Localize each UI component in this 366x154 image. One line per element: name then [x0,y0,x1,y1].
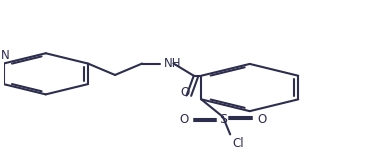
Text: O: O [257,113,266,126]
Text: O: O [179,113,188,126]
Text: S: S [219,113,227,126]
Text: Cl: Cl [232,137,244,150]
Text: O: O [180,86,189,99]
Text: N: N [1,49,10,62]
Text: NH: NH [164,57,181,70]
